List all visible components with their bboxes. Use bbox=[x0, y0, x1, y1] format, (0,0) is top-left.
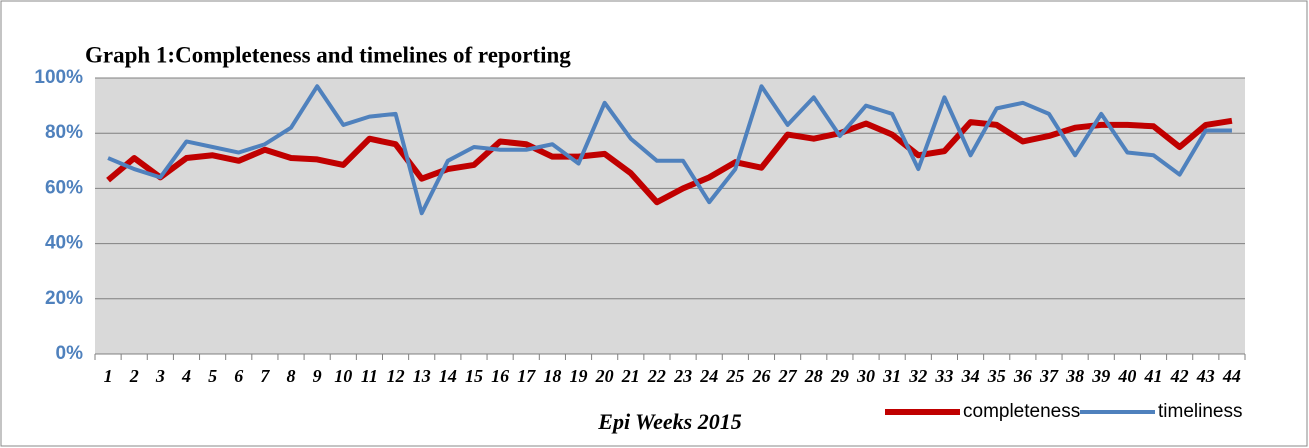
y-tick-label: 20% bbox=[45, 288, 83, 309]
x-tick-label: 29 bbox=[830, 366, 849, 386]
x-tick-label: 26 bbox=[751, 366, 770, 386]
x-tick-label: 22 bbox=[647, 366, 666, 386]
x-tick-label: 42 bbox=[1170, 366, 1189, 386]
legend-label: completeness bbox=[963, 401, 1080, 422]
x-tick-label: 15 bbox=[465, 366, 483, 386]
x-tick-label: 20 bbox=[595, 366, 614, 386]
x-tick-label: 30 bbox=[856, 366, 875, 386]
chart-title: Graph 1:Completeness and timelines of re… bbox=[85, 42, 571, 67]
x-tick-label: 7 bbox=[260, 366, 270, 386]
x-tick-label: 27 bbox=[778, 366, 798, 386]
x-tick-label: 38 bbox=[1065, 366, 1084, 386]
y-tick-label: 60% bbox=[45, 177, 83, 198]
plot-area bbox=[95, 78, 1245, 354]
x-tick-label: 6 bbox=[234, 366, 243, 386]
x-tick-label: 21 bbox=[621, 366, 640, 386]
x-tick-label: 34 bbox=[961, 366, 980, 386]
x-tick-label: 17 bbox=[517, 366, 536, 386]
x-tick-label: 1 bbox=[104, 366, 113, 386]
x-tick-label: 40 bbox=[1117, 366, 1136, 386]
x-tick-label: 43 bbox=[1196, 366, 1215, 386]
x-tick-label: 41 bbox=[1144, 366, 1163, 386]
y-tick-label: 40% bbox=[45, 233, 83, 254]
series-line bbox=[106, 117, 1233, 206]
x-tick-label: 4 bbox=[181, 366, 191, 386]
x-tick-label: 35 bbox=[987, 366, 1006, 386]
x-tick-label: 31 bbox=[882, 366, 901, 386]
x-tick-label: 23 bbox=[673, 366, 692, 386]
x-tick-label: 19 bbox=[570, 366, 588, 386]
y-tick-label: 100% bbox=[34, 67, 83, 88]
series-line bbox=[107, 84, 1232, 216]
x-tick-label: 39 bbox=[1091, 366, 1110, 386]
x-tick-label: 36 bbox=[1013, 366, 1032, 386]
x-tick-label: 12 bbox=[387, 366, 405, 386]
x-tick-label: 18 bbox=[543, 366, 561, 386]
x-tick-label: 24 bbox=[699, 366, 718, 386]
x-tick-label: 5 bbox=[208, 366, 217, 386]
x-tick-label: 2 bbox=[129, 366, 139, 386]
x-tick-label: 3 bbox=[155, 366, 165, 386]
legend-label: timeliness bbox=[1158, 401, 1242, 422]
x-tick-label: 11 bbox=[361, 366, 378, 386]
x-tick-label: 8 bbox=[287, 366, 296, 386]
x-tick-label: 10 bbox=[334, 366, 352, 386]
x-tick-label: 33 bbox=[934, 366, 953, 386]
x-tick-label: 28 bbox=[804, 366, 823, 386]
x-axis-title: Epi Weeks 2015 bbox=[597, 409, 741, 434]
x-tick-label: 14 bbox=[439, 366, 457, 386]
x-tick-label: 44 bbox=[1222, 366, 1241, 386]
x-tick-label: 37 bbox=[1039, 366, 1059, 386]
x-tick-label: 13 bbox=[413, 366, 431, 386]
y-tick-label: 80% bbox=[45, 122, 83, 143]
x-tick-label: 32 bbox=[908, 366, 927, 386]
x-tick-label: 25 bbox=[725, 366, 744, 386]
x-tick-label: 9 bbox=[313, 366, 322, 386]
x-tick-label: 16 bbox=[491, 366, 509, 386]
y-tick-label: 0% bbox=[56, 343, 84, 364]
